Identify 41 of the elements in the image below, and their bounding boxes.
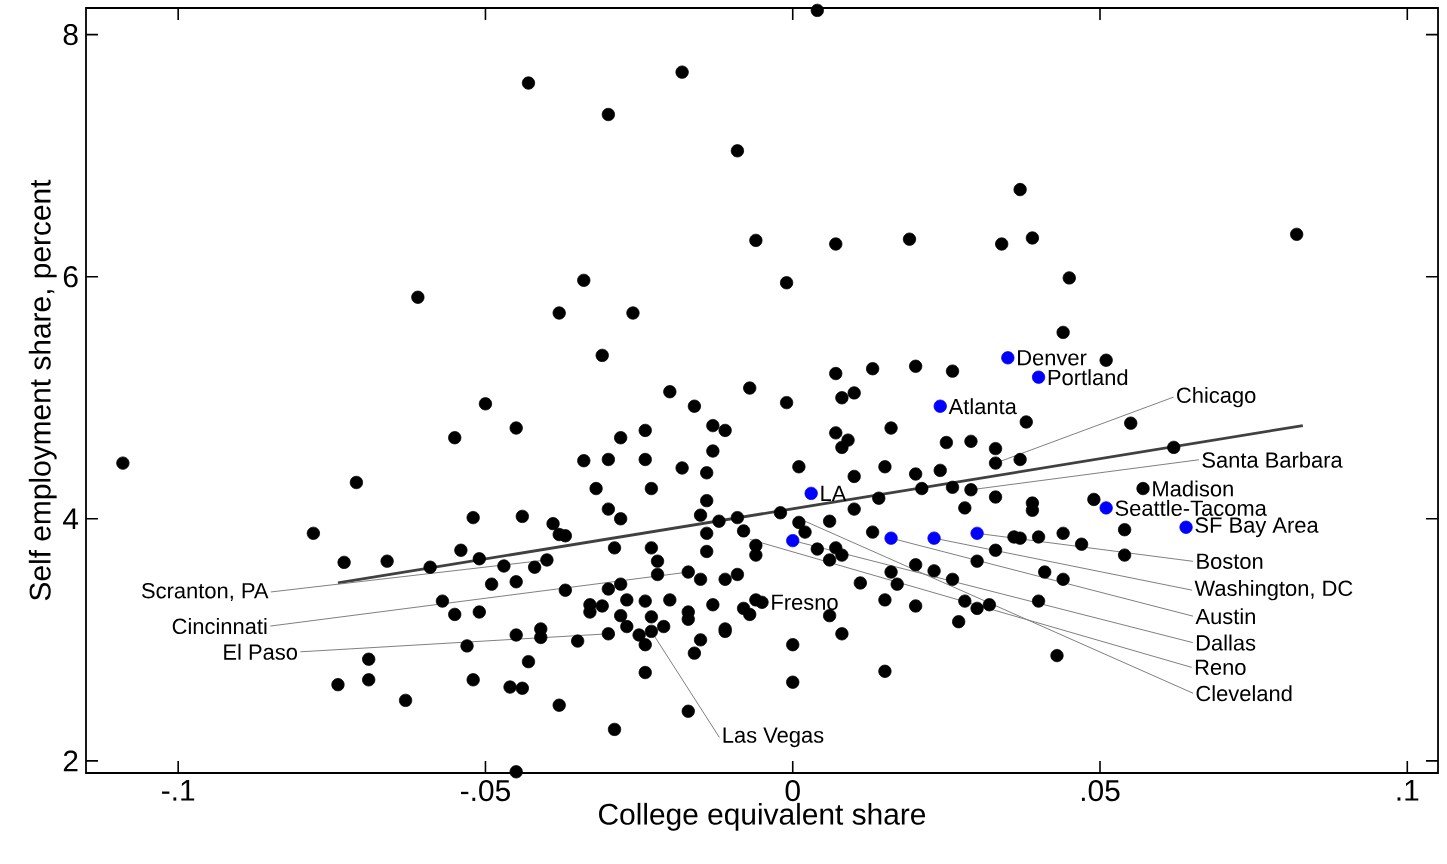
annotation: Madison	[1153, 480, 1233, 497]
annotation: Atlanta	[948, 398, 1017, 415]
annotation: Reno	[1195, 659, 1246, 676]
y-tick-label: 8	[63, 24, 78, 46]
point	[970, 526, 984, 540]
x-tick-label: 0	[785, 780, 800, 802]
annotation: Portland	[1048, 369, 1128, 386]
x-axis-title: College equivalent share	[599, 802, 926, 831]
point	[804, 486, 818, 500]
x-tick-label: .1	[1397, 780, 1419, 801]
x-tick-label: -.1	[162, 780, 195, 801]
point	[786, 533, 800, 548]
annotation: Chicago	[1177, 386, 1256, 408]
annotation: Denver	[1018, 350, 1087, 366]
annotation: Washington, DC	[1194, 579, 1353, 601]
point	[927, 531, 941, 545]
annotation: Cincinnati	[172, 618, 267, 635]
point	[884, 531, 898, 545]
annotation: El Paso	[224, 643, 297, 660]
y-axis-title: Self employment share, percent	[28, 179, 57, 601]
point	[1031, 370, 1046, 384]
annotation: Fresno	[772, 594, 838, 610]
y-tick-label: 6	[63, 266, 78, 288]
annotation: LA	[821, 485, 847, 501]
annotation: Seattle-Tacoma	[1115, 499, 1267, 516]
annotation: Scranton, PA	[142, 582, 269, 602]
point	[1001, 351, 1015, 365]
annotation: Cleveland	[1196, 685, 1292, 702]
point	[1099, 501, 1113, 515]
annotation: Boston	[1197, 553, 1263, 569]
annotation: SF Bay Area	[1195, 517, 1319, 538]
y-tick-label: 4	[63, 508, 79, 530]
x-tick-label: -.05	[461, 780, 510, 802]
point	[1179, 520, 1193, 534]
annotation: Las Vegas	[723, 727, 824, 748]
annotation: Dallas	[1196, 634, 1256, 651]
y-tick-label: 2	[63, 750, 78, 772]
annotation: Austin	[1195, 608, 1255, 625]
x-tick-label: .05	[1081, 780, 1120, 802]
annotation: Santa Barbara	[1202, 451, 1343, 468]
point	[933, 399, 947, 413]
